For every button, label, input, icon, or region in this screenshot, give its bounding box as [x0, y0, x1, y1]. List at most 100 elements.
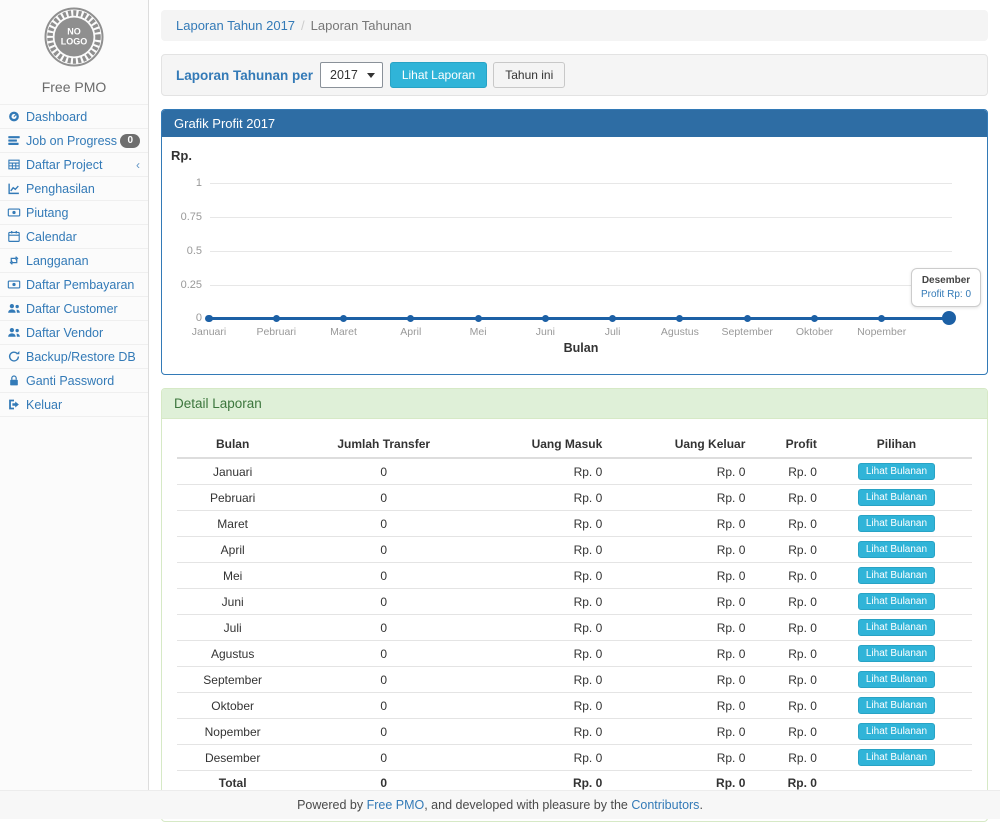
cell-keluar: Rp. 0 — [606, 641, 749, 667]
sidebar-item-keluar[interactable]: Keluar — [0, 393, 148, 417]
cell-masuk: Rp. 0 — [479, 719, 606, 745]
table-icon — [7, 158, 21, 172]
sidebar-item-job-on-progress[interactable]: Job on Progress0 — [0, 129, 148, 153]
data-point-mei[interactable] — [475, 315, 482, 322]
cell-bulan: Oktober — [177, 693, 288, 719]
lihat-bulanan-button[interactable]: Lihat Bulanan — [858, 723, 935, 740]
lihat-bulanan-button[interactable]: Lihat Bulanan — [858, 515, 935, 532]
cell-jumlah: 0 — [288, 589, 479, 615]
cell-jumlah: 0 — [288, 719, 479, 745]
sidebar-item-dashboard[interactable]: Dashboard — [0, 105, 148, 129]
lihat-bulanan-button[interactable]: Lihat Bulanan — [858, 619, 935, 636]
data-point-juni[interactable] — [542, 315, 549, 322]
lihat-bulanan-button[interactable]: Lihat Bulanan — [858, 593, 935, 610]
cell-bulan: Maret — [177, 511, 288, 537]
no-logo-seal-icon: NO LOGO — [44, 7, 104, 67]
cell-jumlah: 0 — [288, 485, 479, 511]
data-point-desember[interactable] — [942, 311, 956, 325]
data-point-juli[interactable] — [609, 315, 616, 322]
cell-keluar: Rp. 0 — [606, 485, 749, 511]
lihat-bulanan-button[interactable]: Lihat Bulanan — [858, 541, 935, 558]
lihat-bulanan-button[interactable]: Lihat Bulanan — [858, 567, 935, 584]
sidebar-item-ganti-password[interactable]: Ganti Password — [0, 369, 148, 393]
cell-keluar: Rp. 0 — [606, 693, 749, 719]
dashboard-icon — [7, 110, 21, 124]
lihat-bulanan-button[interactable]: Lihat Bulanan — [858, 645, 935, 662]
calendar-icon — [7, 230, 21, 244]
breadcrumb-separator: / — [301, 18, 305, 33]
sidebar-item-langganan[interactable]: Langganan — [0, 249, 148, 273]
cell-masuk: Rp. 0 — [479, 693, 606, 719]
lihat-bulanan-button[interactable]: Lihat Bulanan — [858, 697, 935, 714]
sidebar-item-daftar-vendor[interactable]: Daftar Vendor — [0, 321, 148, 345]
main-content: Laporan Tahun 2017/Laporan Tahunan Lapor… — [149, 0, 1000, 822]
cell-bulan: April — [177, 537, 288, 563]
cell-masuk: Rp. 0 — [479, 641, 606, 667]
cell-jumlah: 0 — [288, 693, 479, 719]
sidebar-item-daftar-pembayaran[interactable]: Daftar Pembayaran — [0, 273, 148, 297]
x-axis-tick: Juli — [578, 326, 648, 338]
lihat-bulanan-button[interactable]: Lihat Bulanan — [858, 671, 935, 688]
y-axis-tick: 0.5 — [162, 245, 202, 257]
sidebar-item-daftar-customer[interactable]: Daftar Customer — [0, 297, 148, 321]
lock-icon — [7, 374, 21, 388]
chevron-down-icon — [367, 73, 375, 78]
col-jumlah-transfer: Jumlah Transfer — [288, 431, 479, 458]
data-point-september[interactable] — [744, 315, 751, 322]
y-axis-tick: 0.75 — [162, 211, 202, 223]
cell-masuk: Rp. 0 — [479, 745, 606, 771]
cell-profit: Rp. 0 — [749, 615, 821, 641]
cell-masuk: Rp. 0 — [479, 511, 606, 537]
footer-text-prefix: Powered by — [297, 798, 363, 812]
sidebar-item-label: Dashboard — [26, 110, 87, 124]
sidebar-item-penghasilan[interactable]: Penghasilan — [0, 177, 148, 201]
report-filter-bar: Laporan Tahunan per 2017 Lihat Laporan T… — [161, 54, 988, 96]
sidebar-item-label: Daftar Customer — [26, 302, 118, 316]
breadcrumb-link-laporan-tahun[interactable]: Laporan Tahun 2017 — [176, 18, 295, 33]
money-icon — [7, 278, 21, 292]
col-profit: Profit — [749, 431, 821, 458]
data-point-januari[interactable] — [205, 315, 212, 322]
logo-text-line1: NO — [67, 27, 81, 37]
data-point-maret[interactable] — [340, 315, 347, 322]
table-row-pebruari: Pebruari0Rp. 0Rp. 0Rp. 0Lihat Bulanan — [177, 485, 972, 511]
lihat-bulanan-button[interactable]: Lihat Bulanan — [858, 489, 935, 506]
cell-keluar: Rp. 0 — [606, 589, 749, 615]
data-point-nopember[interactable] — [878, 315, 885, 322]
col-uang-masuk: Uang Masuk — [479, 431, 606, 458]
cell-masuk: Rp. 0 — [479, 615, 606, 641]
sidebar-item-backup-restore-db[interactable]: Backup/Restore DB — [0, 345, 148, 369]
table-header-row: Bulan Jumlah Transfer Uang Masuk Uang Ke… — [177, 431, 972, 458]
lihat-bulanan-button[interactable]: Lihat Bulanan — [858, 749, 935, 766]
sidebar-item-piutang[interactable]: Piutang — [0, 201, 148, 225]
data-point-agustus[interactable] — [676, 315, 683, 322]
count-badge: 0 — [120, 134, 140, 148]
tahun-ini-button[interactable]: Tahun ini — [493, 62, 565, 88]
sidebar-item-daftar-project[interactable]: Daftar Project‹ — [0, 153, 148, 177]
year-select[interactable]: 2017 — [320, 62, 383, 88]
lihat-laporan-button[interactable]: Lihat Laporan — [390, 62, 487, 88]
cell-keluar: Rp. 0 — [606, 511, 749, 537]
cell-profit: Rp. 0 — [749, 537, 821, 563]
sidebar-item-calendar[interactable]: Calendar — [0, 225, 148, 249]
chevron-left-icon: ‹ — [136, 159, 140, 171]
data-point-oktober[interactable] — [811, 315, 818, 322]
chart-gridline — [210, 285, 952, 286]
x-axis-tick: Nopember — [847, 326, 917, 338]
sidebar-menu: Dashboard Job on Progress0Daftar Project‹… — [0, 104, 148, 417]
cell-jumlah: 0 — [288, 667, 479, 693]
sidebar-item-label: Langganan — [26, 254, 89, 268]
lihat-bulanan-button[interactable]: Lihat Bulanan — [858, 463, 935, 480]
table-row-juni: Juni0Rp. 0Rp. 0Rp. 0Lihat Bulanan — [177, 589, 972, 615]
footer-link-contributors[interactable]: Contributors — [631, 798, 699, 812]
cell-profit: Rp. 0 — [749, 641, 821, 667]
cell-masuk: Rp. 0 — [479, 537, 606, 563]
table-row-april: April0Rp. 0Rp. 0Rp. 0Lihat Bulanan — [177, 537, 972, 563]
data-point-pebruari[interactable] — [273, 315, 280, 322]
footer-link-free-pmo[interactable]: Free PMO — [367, 798, 425, 812]
x-axis-tick: Maret — [309, 326, 379, 338]
cell-bulan: Agustus — [177, 641, 288, 667]
data-point-april[interactable] — [407, 315, 414, 322]
chart-gridline — [210, 251, 952, 252]
cell-profit: Rp. 0 — [749, 589, 821, 615]
